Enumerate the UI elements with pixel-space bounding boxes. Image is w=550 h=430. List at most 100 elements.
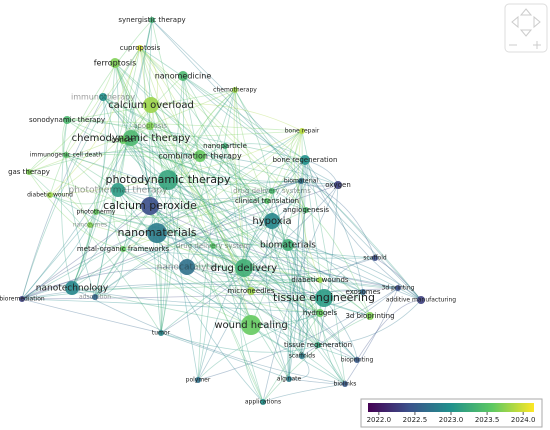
node-label: drug delivery bbox=[211, 263, 278, 274]
edge bbox=[224, 143, 306, 161]
node-label: drug delivery system bbox=[176, 242, 250, 250]
node-label: nanocatalytic bbox=[157, 263, 218, 273]
edge bbox=[297, 130, 321, 281]
edge bbox=[114, 62, 128, 191]
node bbox=[137, 45, 143, 51]
edge bbox=[197, 89, 236, 381]
node bbox=[65, 281, 79, 295]
edge bbox=[156, 232, 371, 317]
edge bbox=[122, 139, 358, 361]
nav-arrows[interactable] bbox=[511, 8, 541, 37]
edge bbox=[344, 287, 399, 385]
node-label: biomaterials bbox=[260, 241, 316, 251]
edge bbox=[271, 159, 309, 222]
node bbox=[317, 277, 323, 283]
edge bbox=[102, 96, 151, 207]
nodes bbox=[19, 17, 425, 405]
node bbox=[360, 289, 366, 295]
edge bbox=[160, 75, 184, 334]
edge bbox=[28, 144, 226, 173]
edge bbox=[186, 89, 236, 268]
edge bbox=[95, 190, 273, 219]
edge bbox=[66, 119, 303, 132]
node-label: chemotherapy bbox=[213, 87, 257, 94]
edge bbox=[102, 96, 169, 181]
edge bbox=[150, 104, 273, 222]
edge bbox=[95, 211, 321, 314]
edge bbox=[186, 266, 358, 361]
edge bbox=[122, 139, 302, 182]
edge bbox=[117, 189, 252, 326]
edge bbox=[150, 104, 303, 357]
navigation-control[interactable] bbox=[504, 3, 548, 53]
edge bbox=[114, 62, 151, 207]
edge bbox=[167, 89, 236, 181]
edge bbox=[317, 299, 422, 346]
edge bbox=[150, 104, 290, 380]
edge bbox=[28, 171, 321, 314]
edge bbox=[66, 89, 236, 121]
edge bbox=[94, 19, 153, 298]
edge bbox=[151, 19, 422, 301]
edge bbox=[305, 209, 371, 317]
edge bbox=[122, 130, 303, 250]
edge bbox=[288, 159, 306, 380]
node bbox=[99, 93, 107, 101]
color-bar-tick-label: 2022.5 bbox=[403, 416, 428, 424]
edge bbox=[265, 220, 290, 380]
edge bbox=[197, 245, 214, 381]
edge bbox=[294, 130, 307, 211]
edge bbox=[49, 193, 91, 226]
edge bbox=[94, 89, 236, 298]
edge bbox=[61, 119, 73, 289]
edge bbox=[139, 47, 346, 385]
node bbox=[222, 143, 228, 149]
edge bbox=[149, 205, 399, 289]
edge bbox=[94, 62, 119, 298]
edge bbox=[21, 200, 268, 300]
node-label: bone repair bbox=[285, 128, 320, 135]
color-bar-tick-label: 2022.0 bbox=[367, 416, 392, 424]
node-label: scaffold bbox=[363, 255, 387, 262]
edge bbox=[49, 104, 152, 196]
node-label: tumor bbox=[152, 330, 171, 337]
edge bbox=[167, 179, 252, 326]
node-label: alginate bbox=[277, 376, 302, 383]
edge bbox=[182, 75, 268, 202]
edge bbox=[21, 211, 97, 300]
edge bbox=[149, 125, 290, 380]
edge bbox=[182, 75, 264, 403]
node bbox=[158, 330, 164, 336]
node-label: wound healing bbox=[214, 320, 287, 331]
edge bbox=[94, 155, 201, 298]
node bbox=[63, 152, 69, 158]
edge bbox=[149, 125, 273, 222]
color-bar-gradient bbox=[368, 403, 534, 412]
edge bbox=[71, 279, 321, 290]
edge bbox=[112, 137, 132, 250]
edge bbox=[182, 75, 319, 346]
node-label: immunogenic cell death bbox=[30, 152, 103, 159]
node-label: nanomaterials bbox=[117, 226, 196, 239]
edge bbox=[160, 184, 339, 334]
edge bbox=[139, 47, 252, 326]
edge bbox=[117, 180, 302, 191]
node bbox=[143, 97, 159, 113]
edge bbox=[71, 179, 169, 289]
labels: synergistic therapy cuproptosis ferroptosi… bbox=[0, 16, 456, 406]
edge bbox=[122, 130, 303, 250]
node bbox=[158, 170, 178, 190]
edge bbox=[250, 220, 273, 292]
edge bbox=[212, 245, 321, 314]
node-label: angiogenesis bbox=[283, 206, 329, 214]
node-label: hypoxia bbox=[252, 216, 291, 227]
node-label: synergistic therapy bbox=[118, 16, 185, 24]
zoom-buttons[interactable] bbox=[509, 41, 541, 49]
edge bbox=[287, 244, 422, 301]
edge bbox=[71, 47, 141, 289]
edge bbox=[122, 139, 273, 192]
edge bbox=[94, 248, 124, 298]
edge bbox=[290, 130, 307, 211]
edge bbox=[197, 312, 321, 381]
